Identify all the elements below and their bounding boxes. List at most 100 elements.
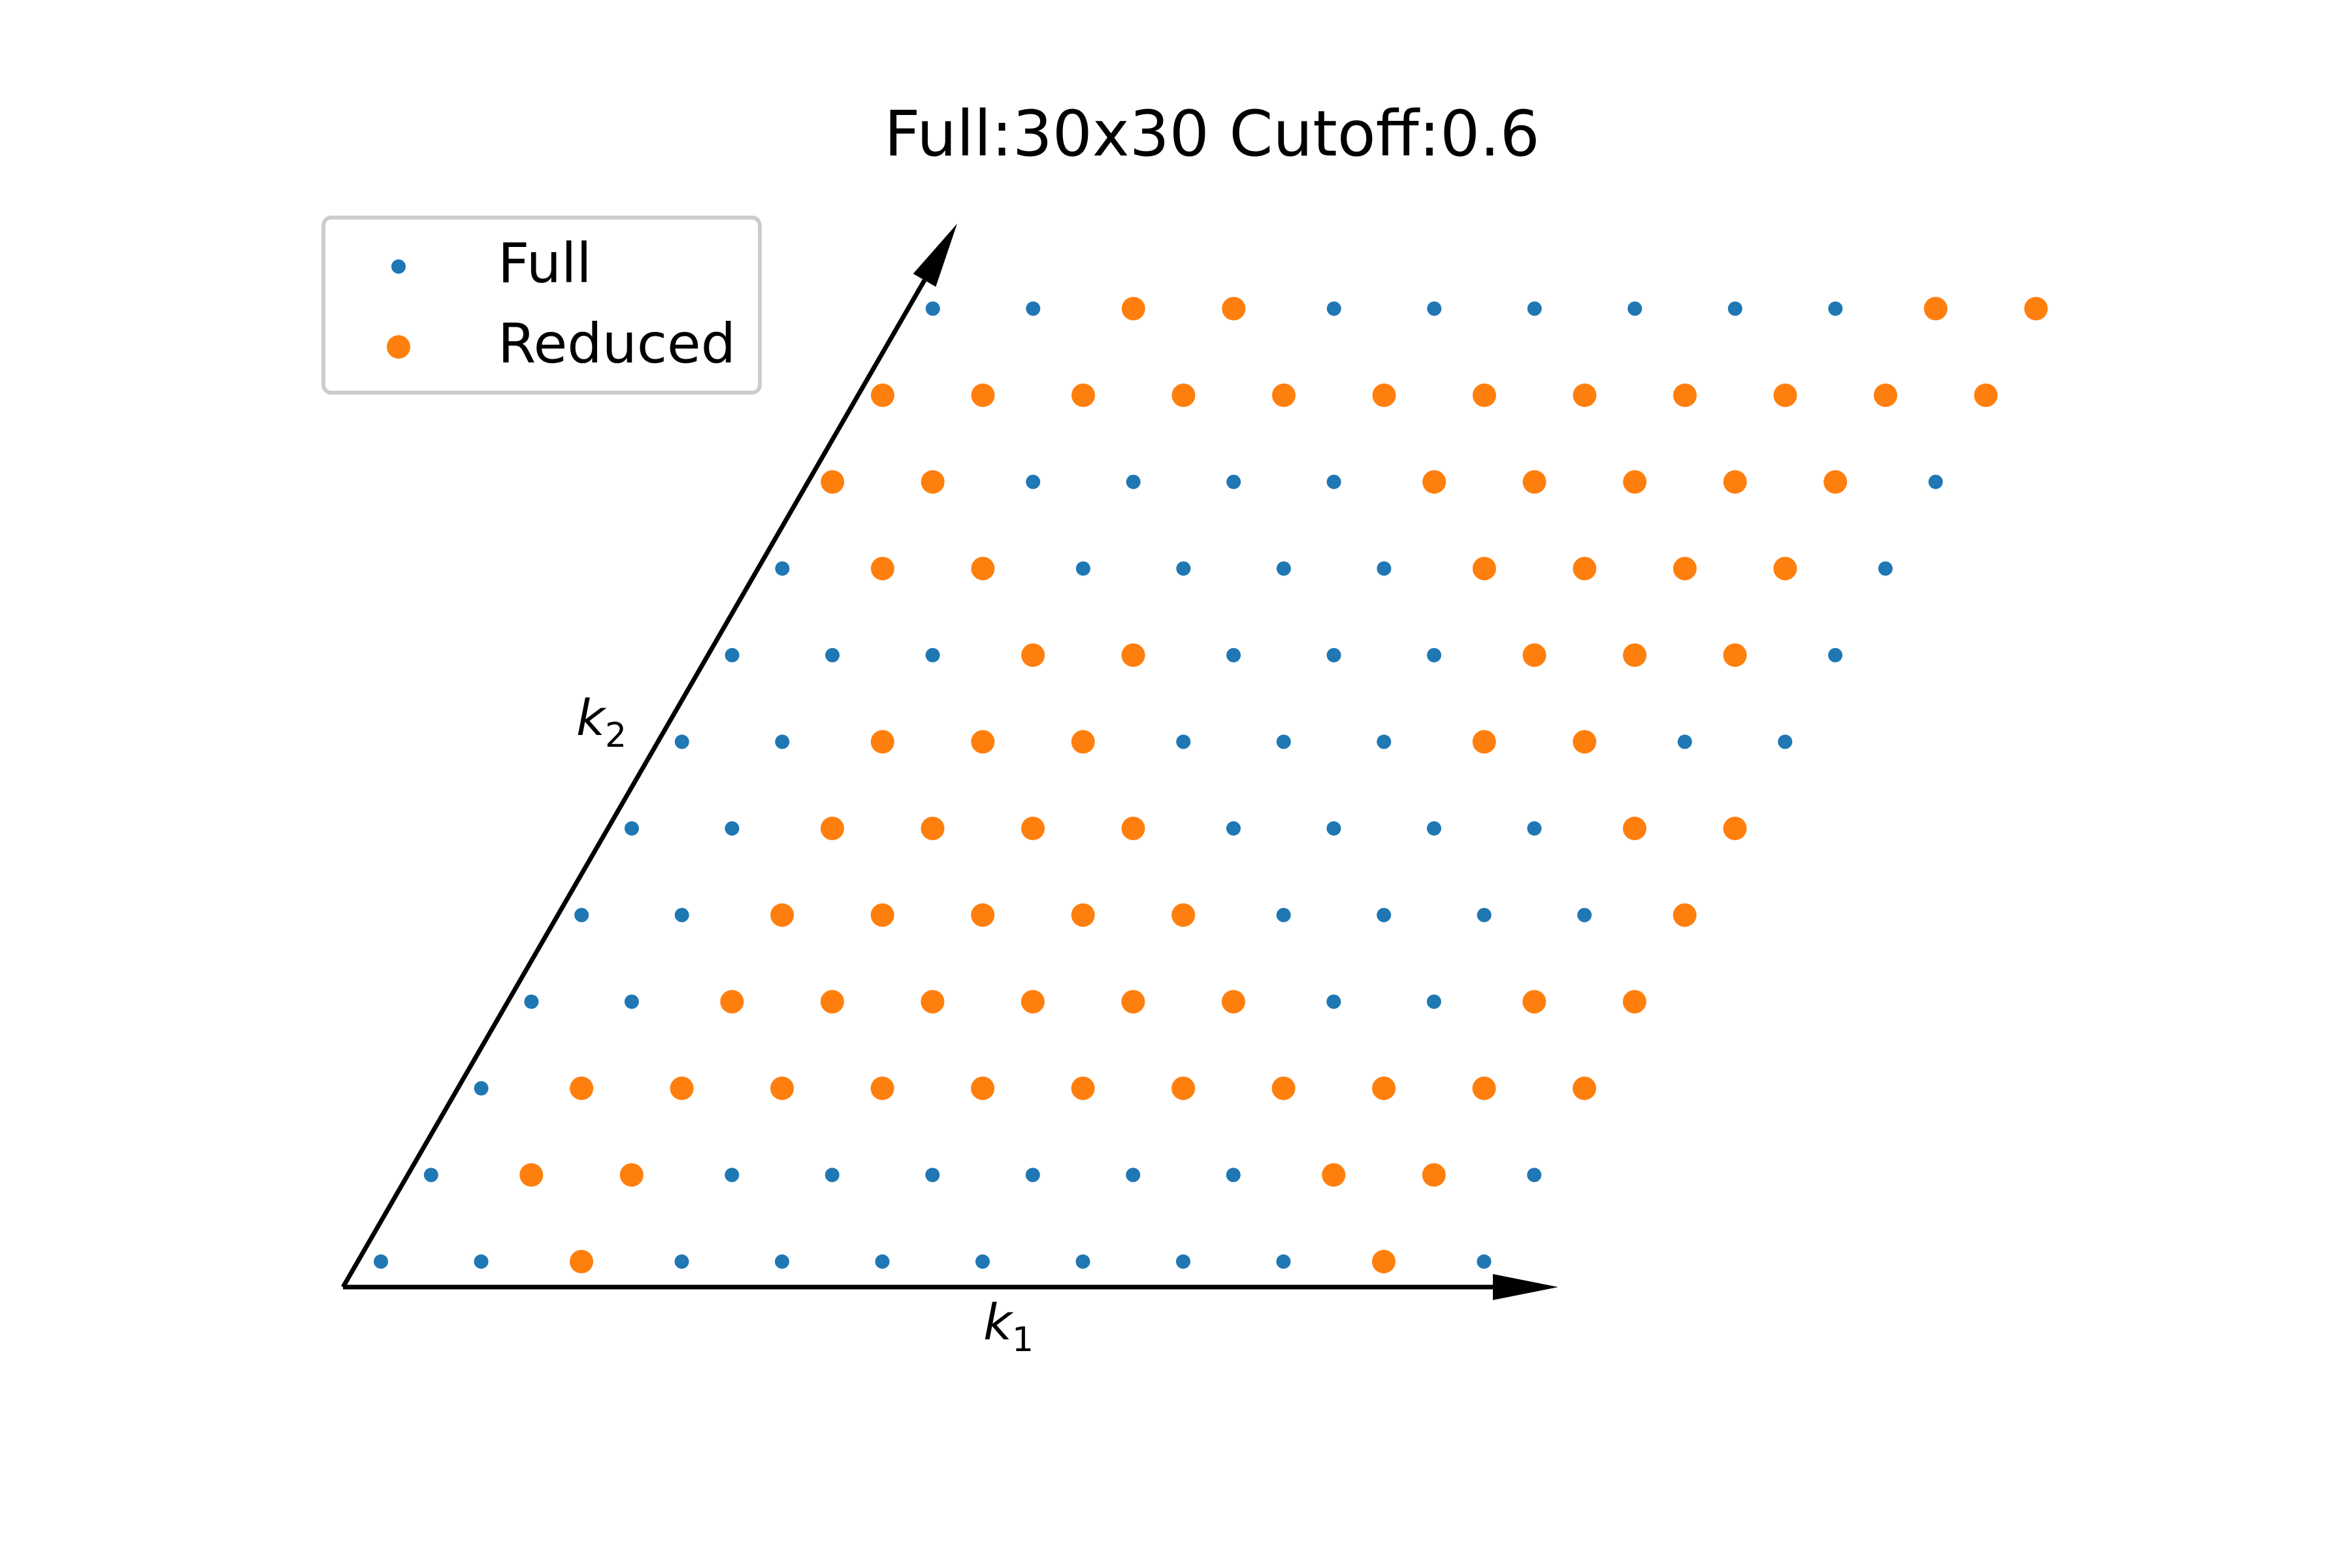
reduced-point	[770, 1076, 794, 1100]
chart-title: Full:30x30 Cutoff:0.6	[884, 97, 1540, 171]
full-point	[1226, 647, 1241, 662]
full-point	[1075, 561, 1090, 576]
reduced-point	[1773, 384, 1797, 407]
reduced-point	[1522, 643, 1546, 667]
reduced-point	[1472, 557, 1496, 581]
full-point	[1326, 821, 1341, 836]
reduced-point	[1272, 384, 1296, 407]
reduced-point	[1573, 1076, 1597, 1100]
reduced-point	[971, 557, 995, 581]
full-point	[925, 647, 940, 662]
reduced-point	[1121, 990, 1145, 1014]
full-point	[1276, 1254, 1291, 1269]
data-points	[374, 297, 2048, 1273]
reduced-point	[870, 1076, 894, 1100]
full-point	[1928, 474, 1943, 489]
reduced-point	[1472, 730, 1496, 754]
reduced-point	[519, 1163, 544, 1187]
reduced-point	[871, 384, 894, 407]
reduced-point	[1723, 470, 1747, 494]
reduced-point	[1372, 384, 1396, 407]
reduced-point	[1874, 384, 1897, 407]
full-point	[1377, 561, 1392, 576]
reduced-point	[570, 1250, 593, 1273]
full-point	[1627, 301, 1642, 316]
reduced-point	[670, 1076, 694, 1100]
reduced-point	[1171, 1076, 1196, 1100]
reduced-point	[1974, 384, 1998, 407]
legend-reduced-label: Reduced	[498, 312, 736, 376]
full-point	[1377, 907, 1392, 923]
legend-frame	[321, 216, 762, 395]
full-point	[1176, 734, 1191, 749]
full-point	[1426, 994, 1441, 1009]
full-point	[574, 907, 589, 923]
full-point	[1727, 301, 1742, 316]
reduced-point	[1071, 903, 1095, 927]
full-point	[1778, 734, 1793, 749]
reduced-point	[1322, 1163, 1346, 1187]
reduced-point	[1171, 384, 1196, 407]
reduced-point	[971, 1076, 995, 1100]
full-point	[1878, 561, 1893, 576]
full-point	[624, 994, 639, 1009]
reduced-point	[2024, 297, 2048, 321]
full-point	[1527, 1168, 1542, 1183]
full-point	[1276, 561, 1291, 576]
full-point	[725, 647, 740, 662]
reduced-point	[1121, 817, 1145, 840]
k1-axis-label: k1	[983, 1293, 1034, 1360]
reduced-point	[870, 557, 894, 581]
reduced-point	[1021, 817, 1045, 840]
reduced-point	[921, 470, 945, 494]
reduced-point	[1472, 1076, 1496, 1100]
reduced-point	[971, 730, 995, 754]
reduced-point	[821, 470, 845, 494]
full-point	[1427, 301, 1442, 316]
full-point	[1026, 301, 1041, 316]
k2-axis-arrow	[340, 223, 958, 1288]
full-point	[423, 1168, 438, 1183]
full-point	[1326, 994, 1341, 1009]
reduced-point	[1121, 297, 1145, 321]
reduced-point	[1623, 643, 1647, 667]
full-point	[775, 1254, 789, 1269]
reduced-point	[1923, 297, 1948, 321]
full-point	[1025, 1168, 1040, 1183]
full-point	[1477, 907, 1492, 923]
reduced-point	[1673, 384, 1697, 407]
reduced-point	[921, 990, 945, 1014]
full-point	[1677, 734, 1692, 749]
full-point	[1276, 907, 1291, 923]
full-point	[374, 1254, 388, 1269]
legend: Full Reduced	[321, 216, 762, 395]
reduced-point	[1271, 1076, 1296, 1100]
reduced-point	[1673, 903, 1697, 927]
full-point	[775, 561, 790, 576]
full-point	[1176, 561, 1191, 576]
full-point	[1126, 1168, 1141, 1183]
reduced-point	[1171, 903, 1196, 927]
reduced-point	[1021, 643, 1045, 667]
full-point	[725, 821, 740, 836]
reduced-point	[870, 903, 894, 927]
reduced-point	[1723, 643, 1747, 667]
reduced-point	[1773, 557, 1797, 581]
full-point	[1326, 474, 1341, 489]
full-point	[1828, 301, 1843, 316]
full-point	[925, 1168, 940, 1183]
reduced-point	[770, 903, 794, 927]
full-point	[625, 821, 639, 836]
full-point	[674, 907, 689, 923]
reduced-point	[1573, 384, 1597, 407]
full-point	[825, 647, 840, 662]
full-point	[1527, 821, 1542, 836]
reduced-point	[619, 1163, 644, 1187]
full-point	[1026, 474, 1041, 489]
reduced-point	[821, 817, 844, 840]
reduced-point	[1021, 990, 1045, 1014]
legend-full-label: Full	[498, 231, 592, 295]
full-point	[975, 1254, 990, 1269]
full-point	[1226, 1168, 1241, 1183]
